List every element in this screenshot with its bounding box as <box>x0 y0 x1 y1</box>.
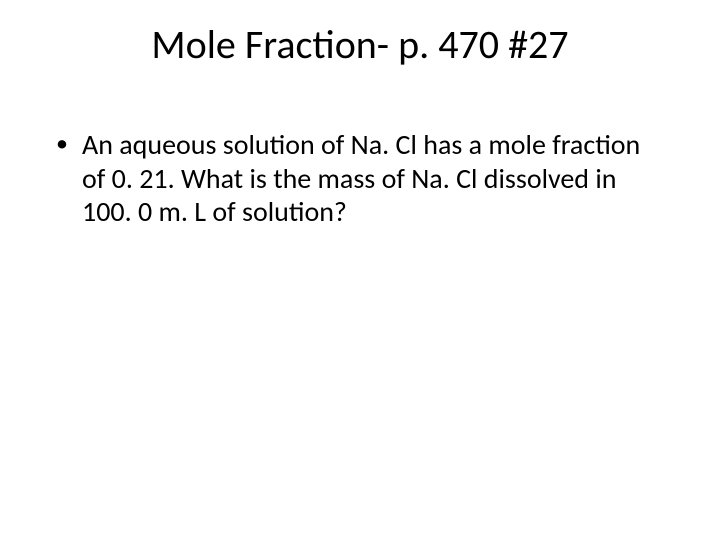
bullet-text: An aqueous solution of Na. Cl has a mole… <box>82 127 640 229</box>
slide: Mole Fraction- p. 470 #27 An aqueous sol… <box>0 0 720 540</box>
bullet-list: An aqueous solution of Na. Cl has a mole… <box>54 128 666 229</box>
list-item: An aqueous solution of Na. Cl has a mole… <box>54 128 666 229</box>
slide-body: An aqueous solution of Na. Cl has a mole… <box>54 128 666 229</box>
slide-title: Mole Fraction- p. 470 #27 <box>0 20 720 69</box>
